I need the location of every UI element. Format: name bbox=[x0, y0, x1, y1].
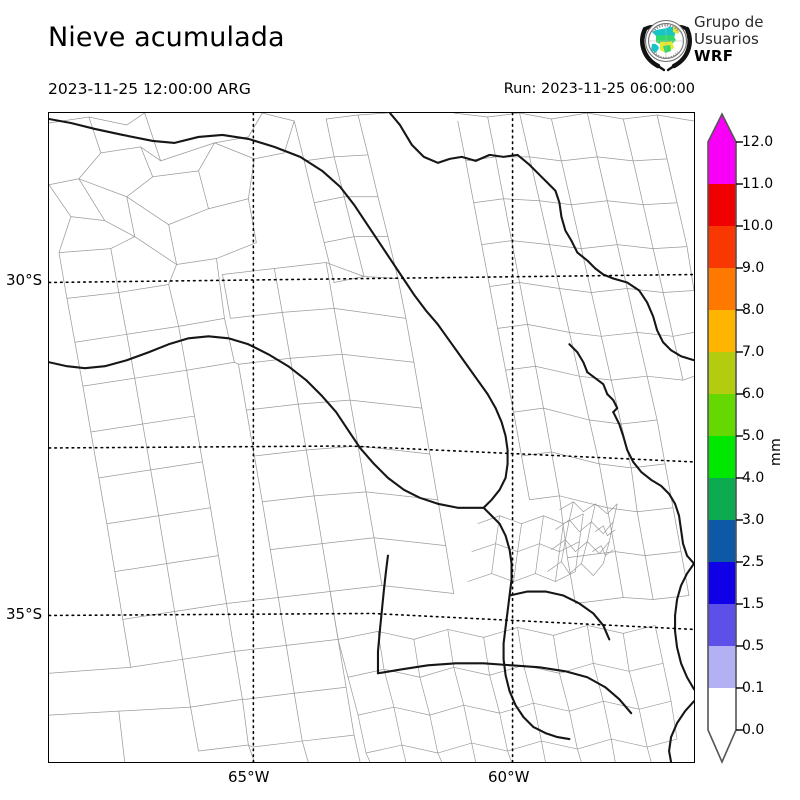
wrf-globe-seal-icon bbox=[640, 19, 692, 72]
colorbar-tick-label: 10.0 bbox=[742, 218, 774, 234]
colorbar-band bbox=[708, 436, 736, 478]
colorbar-band bbox=[708, 562, 736, 604]
axis-label-lon-60w: 60°W bbox=[488, 768, 530, 786]
colorbar-band bbox=[708, 352, 736, 394]
logo-text: Grupo de Usuarios WRF bbox=[694, 14, 764, 65]
department-boundaries bbox=[49, 113, 455, 762]
colorbar-bands bbox=[708, 114, 736, 762]
page-title: Nieve acumulada bbox=[48, 22, 285, 53]
colorbar-ticks bbox=[736, 141, 743, 731]
colorbar-band bbox=[708, 142, 736, 184]
valid-time-label: 2023-11-25 12:00:00 ARG bbox=[48, 80, 251, 98]
graticule-lat-30 bbox=[49, 445, 694, 463]
map-vector-layers bbox=[49, 113, 694, 762]
logo-line-2: Usuarios bbox=[694, 30, 759, 48]
graticule-lat-minor bbox=[49, 273, 694, 284]
logo-line-3: WRF bbox=[694, 47, 734, 65]
map-plot-area[interactable] bbox=[48, 112, 695, 763]
colorbar-tick-label: 0.5 bbox=[742, 638, 765, 654]
colorbar-band bbox=[708, 520, 736, 562]
colorbar-band bbox=[708, 394, 736, 436]
colorbar-tick-label: 5.0 bbox=[742, 428, 765, 444]
colorbar-tick-label: 7.0 bbox=[742, 344, 765, 360]
colorbar-units-label: mm bbox=[768, 437, 784, 466]
colorbar-under-arrow bbox=[708, 730, 736, 762]
colorbar-tick-label: 0.1 bbox=[742, 680, 765, 696]
colorbar-tick-label: 0.0 bbox=[742, 722, 765, 738]
axis-label-lat-30s: 30°S bbox=[6, 271, 43, 289]
colorbar-over-arrow bbox=[708, 114, 736, 142]
colorbar-tick-label: 6.0 bbox=[742, 386, 765, 402]
colorbar-band bbox=[708, 226, 736, 268]
colorbar-tick-label: 11.0 bbox=[742, 176, 774, 192]
run-time-label: Run: 2023-11-25 06:00:00 bbox=[503, 81, 695, 97]
colorbar-tick-label: 4.0 bbox=[742, 470, 765, 486]
colorbar-tick-label: 1.5 bbox=[742, 596, 765, 612]
axis-label-lat-35s: 35°S bbox=[6, 605, 43, 623]
colorbar-band bbox=[708, 184, 736, 226]
colorbar-band bbox=[708, 646, 736, 688]
colorbar-tick-label: 2.5 bbox=[742, 554, 765, 570]
colorbar-tick-label: 12.0 bbox=[742, 134, 774, 150]
logo-line-1: Grupo de bbox=[694, 13, 764, 31]
wrf-user-group-logo: Grupo de Usuarios WRF bbox=[636, 12, 796, 74]
buenos-aires-partidos bbox=[329, 501, 678, 762]
department-boundaries-east bbox=[453, 113, 694, 604]
colorbar-graphic bbox=[707, 112, 743, 764]
colorbar-band bbox=[708, 604, 736, 646]
colorbar-band bbox=[708, 268, 736, 310]
colorbar[interactable] bbox=[700, 108, 800, 768]
province-boundaries bbox=[49, 113, 694, 762]
colorbar-band bbox=[708, 478, 736, 520]
colorbar-tick-label: 3.0 bbox=[742, 512, 765, 528]
colorbar-band bbox=[708, 688, 736, 730]
axis-label-lon-65w: 65°W bbox=[228, 768, 270, 786]
graticule-lines bbox=[49, 113, 694, 762]
colorbar-band bbox=[708, 310, 736, 352]
colorbar-tick-label: 9.0 bbox=[742, 260, 765, 276]
colorbar-tick-label: 8.0 bbox=[742, 302, 765, 318]
